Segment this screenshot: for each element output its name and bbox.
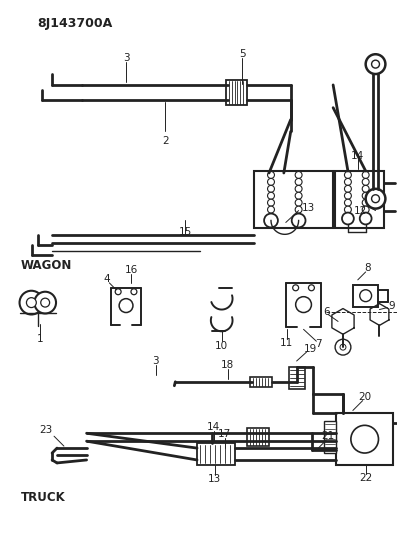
Text: 17: 17 — [218, 429, 231, 439]
Text: 8: 8 — [364, 263, 371, 273]
Text: TRUCK: TRUCK — [20, 491, 65, 504]
Circle shape — [362, 199, 369, 206]
Text: 15: 15 — [178, 228, 192, 237]
Text: 14: 14 — [207, 422, 220, 432]
Circle shape — [295, 179, 302, 185]
Bar — [197, 443, 234, 465]
Text: 9: 9 — [388, 301, 395, 311]
Text: 7: 7 — [315, 339, 322, 349]
Circle shape — [295, 206, 302, 213]
Circle shape — [342, 213, 354, 224]
Circle shape — [360, 213, 372, 224]
Circle shape — [366, 189, 385, 208]
Circle shape — [344, 172, 351, 179]
Circle shape — [20, 290, 43, 314]
Text: 6: 6 — [323, 306, 330, 317]
Text: 13: 13 — [208, 474, 222, 484]
Text: 13: 13 — [302, 203, 315, 213]
Text: WAGON: WAGON — [20, 259, 72, 271]
Bar — [289, 367, 304, 389]
Text: 12: 12 — [354, 206, 367, 215]
Circle shape — [268, 199, 274, 206]
Bar — [335, 171, 384, 229]
Text: 22: 22 — [359, 473, 372, 483]
Text: 3: 3 — [152, 356, 159, 366]
Text: 4: 4 — [103, 274, 110, 284]
Text: 2: 2 — [162, 136, 169, 147]
Circle shape — [119, 298, 133, 312]
Bar — [250, 377, 272, 387]
Circle shape — [268, 206, 274, 213]
Bar — [336, 414, 393, 465]
Circle shape — [340, 344, 346, 350]
Circle shape — [296, 297, 312, 312]
Circle shape — [362, 206, 369, 213]
Text: 16: 16 — [124, 265, 138, 275]
Circle shape — [295, 199, 302, 206]
Text: 5: 5 — [239, 49, 246, 59]
Circle shape — [264, 214, 278, 228]
Circle shape — [335, 339, 351, 355]
Bar — [353, 285, 378, 306]
Text: 18: 18 — [221, 360, 234, 370]
Text: 19: 19 — [304, 344, 317, 354]
Bar — [324, 422, 336, 453]
Circle shape — [366, 54, 385, 74]
Bar — [247, 429, 269, 446]
Circle shape — [292, 214, 306, 228]
Circle shape — [131, 289, 137, 295]
Circle shape — [295, 185, 302, 192]
Circle shape — [34, 292, 56, 313]
Circle shape — [344, 199, 351, 206]
Circle shape — [351, 425, 378, 453]
Text: 20: 20 — [358, 392, 371, 402]
Bar — [254, 171, 333, 229]
Circle shape — [372, 60, 380, 68]
Circle shape — [344, 179, 351, 185]
Circle shape — [295, 172, 302, 179]
Circle shape — [115, 289, 121, 295]
Circle shape — [344, 206, 351, 213]
Text: 21: 21 — [322, 431, 335, 441]
Circle shape — [308, 285, 314, 290]
Circle shape — [295, 192, 302, 199]
Text: 14: 14 — [351, 151, 364, 161]
Circle shape — [362, 192, 369, 199]
Circle shape — [344, 192, 351, 199]
Circle shape — [360, 290, 372, 302]
Bar — [226, 80, 247, 104]
Text: 1: 1 — [37, 334, 44, 344]
Circle shape — [268, 185, 274, 192]
Circle shape — [362, 185, 369, 192]
Circle shape — [372, 195, 380, 203]
Text: 3: 3 — [123, 53, 129, 63]
Text: 8J143700A: 8J143700A — [37, 17, 112, 30]
Circle shape — [26, 297, 36, 308]
Circle shape — [344, 185, 351, 192]
Circle shape — [268, 172, 274, 179]
Circle shape — [41, 298, 50, 307]
Circle shape — [362, 172, 369, 179]
Text: 10: 10 — [215, 341, 228, 351]
Circle shape — [293, 285, 299, 290]
Circle shape — [268, 192, 274, 199]
Text: 11: 11 — [280, 338, 294, 348]
Circle shape — [362, 179, 369, 185]
Text: 23: 23 — [40, 425, 53, 435]
Circle shape — [268, 179, 274, 185]
